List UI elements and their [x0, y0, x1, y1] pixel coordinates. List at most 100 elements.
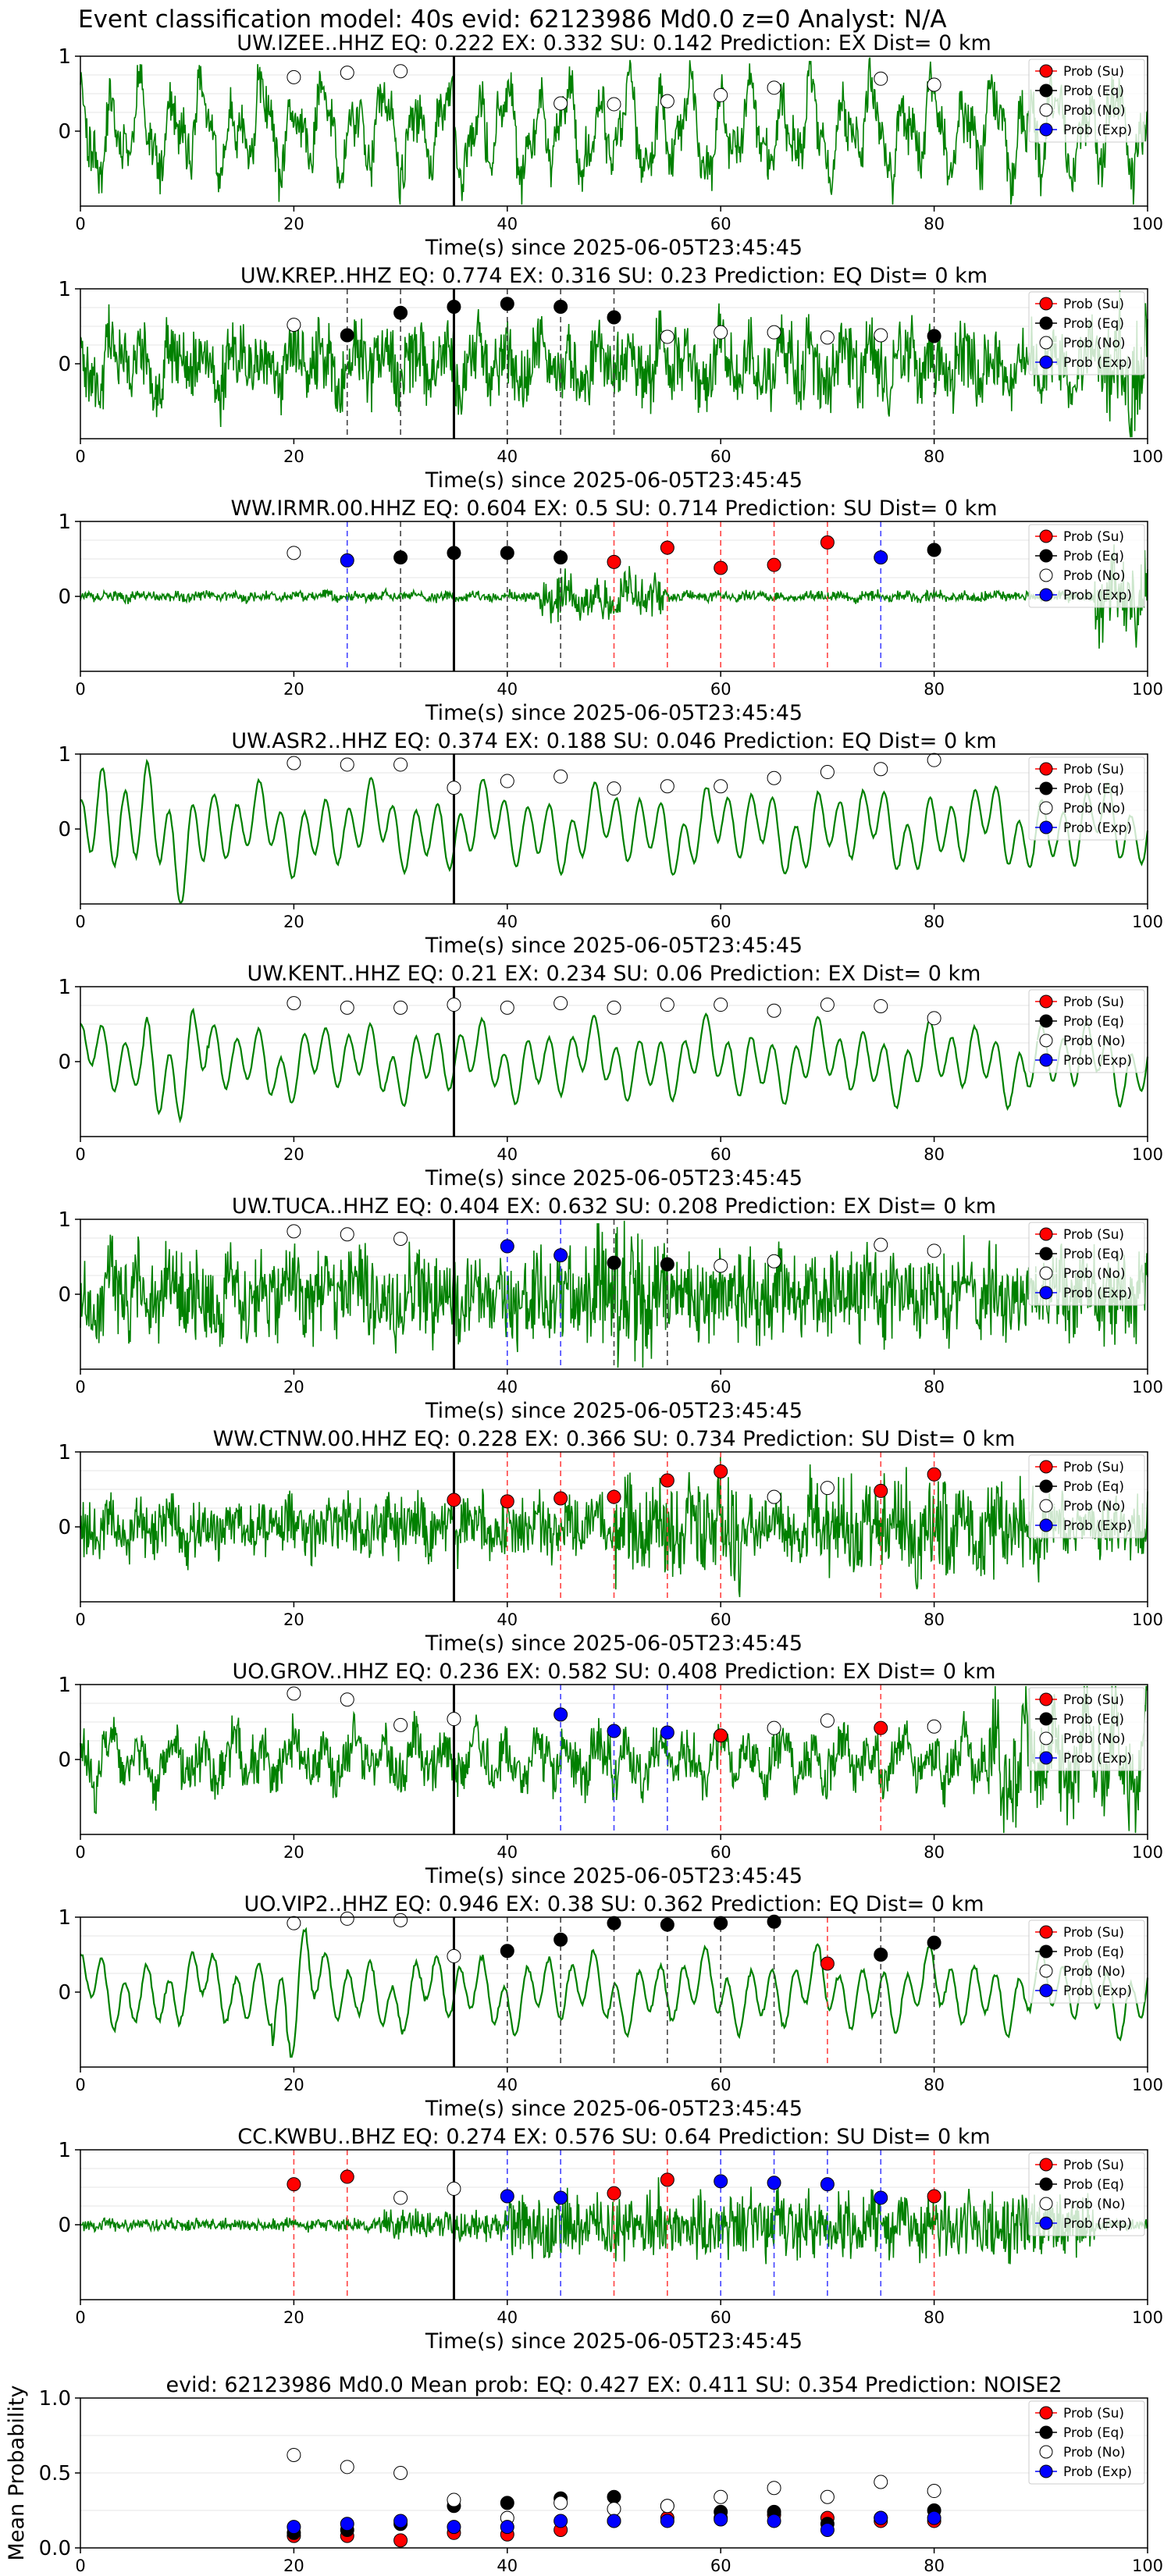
legend-marker	[1039, 1925, 1053, 1939]
x-tick-label: 20	[283, 1378, 304, 1397]
legend-label: Prob (Su)	[1063, 1460, 1124, 1475]
prob-marker-no	[714, 325, 728, 340]
figure-title: Event classification model: 40s evid: 62…	[78, 5, 947, 34]
prob-marker-no	[927, 77, 941, 92]
x-tick-label: 60	[710, 2556, 731, 2575]
prob-marker-no	[767, 1489, 781, 1504]
prob-marker-su	[447, 1493, 461, 1507]
prob-marker-eq	[660, 1917, 674, 1932]
waveform-trace	[80, 1007, 1149, 1124]
prob-marker-su	[927, 2189, 941, 2204]
y-tick-label: 0	[58, 1051, 71, 1074]
legend-box	[1028, 291, 1145, 375]
mean-prob-point-exp	[927, 2510, 941, 2525]
mean-prob-point-exp	[660, 2514, 674, 2528]
x-tick-label: 60	[710, 680, 731, 699]
legend-marker	[1039, 103, 1053, 117]
prob-marker-no	[927, 1244, 941, 1258]
x-tick-label: 0	[75, 1610, 85, 1629]
station-panel: WW.CTNW.00.HHZ EQ: 0.228 EX: 0.366 SU: 0…	[58, 1427, 1163, 1656]
x-tick-label: 40	[497, 680, 518, 699]
legend-marker	[1039, 1751, 1053, 1765]
prob-marker-exp	[660, 1725, 674, 1740]
y-tick-label: 0.5	[39, 2462, 71, 2485]
station-panel: UW.IZEE..HHZ EQ: 0.222 EX: 0.332 SU: 0.1…	[58, 31, 1163, 260]
prob-marker-no	[447, 781, 461, 795]
station-panel: UW.KENT..HHZ EQ: 0.21 EX: 0.234 SU: 0.06…	[58, 962, 1163, 1190]
legend-label: Prob (Su)	[1063, 2406, 1124, 2421]
y-tick-label: 1	[58, 511, 71, 534]
prob-marker-eq	[500, 297, 514, 311]
prob-marker-no	[287, 996, 301, 1011]
prob-marker-su	[553, 1491, 568, 1506]
prob-marker-eq	[714, 1916, 728, 1930]
prob-marker-no	[927, 1719, 941, 1734]
mean-prob-point-exp	[340, 2517, 354, 2532]
legend-marker	[1039, 1731, 1053, 1745]
legend-box	[1028, 756, 1145, 841]
summary-panel: evid: 62123986 Md0.0 Mean prob: EQ: 0.42…	[5, 2373, 1163, 2575]
x-tick-label: 0	[75, 215, 85, 233]
prob-marker-exp	[553, 1248, 568, 1263]
legend-marker	[1039, 1944, 1053, 1959]
prob-marker-exp	[500, 2189, 514, 2204]
prob-marker-no	[874, 71, 888, 86]
legend-marker	[1039, 64, 1053, 78]
prob-marker-no	[660, 329, 674, 344]
x-tick-label: 0	[75, 680, 85, 699]
x-tick-label: 40	[497, 2308, 518, 2327]
legend-label: Prob (Eq)	[1063, 2177, 1124, 2193]
mean-prob-point-no	[714, 2489, 728, 2504]
x-tick-label: 60	[710, 1145, 731, 1164]
prob-marker-no	[393, 1231, 408, 1246]
prob-marker-no	[874, 762, 888, 777]
prob-marker-exp	[874, 2190, 888, 2205]
prob-marker-su	[607, 554, 621, 569]
x-tick-label: 0	[75, 2308, 85, 2327]
legend-label: Prob (No)	[1063, 568, 1126, 584]
mean-prob-point-exp	[767, 2514, 781, 2528]
legend-box	[1028, 59, 1145, 143]
prob-marker-exp	[607, 1724, 621, 1738]
x-tick-label: 100	[1132, 447, 1163, 466]
station-panel: UW.KREP..HHZ EQ: 0.774 EX: 0.316 SU: 0.2…	[58, 264, 1163, 493]
mean-prob-point-exp	[714, 2512, 728, 2527]
mean-prob-point-exp	[820, 2522, 835, 2537]
legend-label: Prob (Exp)	[1063, 820, 1132, 836]
legend-marker	[1039, 1053, 1053, 1067]
x-tick-label: 20	[283, 447, 304, 466]
legend-marker	[1039, 1266, 1053, 1280]
y-tick-label: 1	[58, 1441, 71, 1464]
x-tick-label: 80	[924, 447, 945, 466]
y-tick-label: 1	[58, 278, 71, 301]
prob-marker-no	[393, 1717, 408, 1732]
prob-marker-no	[340, 1692, 354, 1707]
x-tick-label: 80	[924, 1843, 945, 1862]
prob-marker-no	[714, 998, 728, 1012]
waveform-trace	[80, 758, 1149, 904]
mean-prob-point-no	[874, 2475, 888, 2489]
prob-marker-su	[660, 1473, 674, 1488]
prob-marker-eq	[393, 550, 408, 565]
legend-box	[1028, 1920, 1145, 2004]
legend-label: Prob (Eq)	[1063, 549, 1124, 564]
legend-label: Prob (No)	[1063, 1034, 1126, 1049]
legend-label: Prob (Eq)	[1063, 84, 1124, 99]
mean-prob-point-no	[340, 2460, 354, 2475]
x-tick-label: 80	[924, 1145, 945, 1164]
panel-title: UW.TUCA..HHZ EQ: 0.404 EX: 0.632 SU: 0.2…	[232, 1194, 996, 1219]
waveform-trace	[80, 2177, 1148, 2265]
legend-marker	[1039, 2464, 1053, 2478]
x-axis-label: Time(s) since 2025-06-05T23:45:45	[425, 2097, 803, 2121]
y-axis-label: Mean Probability	[5, 2386, 29, 2561]
prob-marker-no	[767, 1254, 781, 1268]
legend-label: Prob (Su)	[1063, 1227, 1124, 1243]
prob-marker-no	[500, 774, 514, 788]
prob-marker-no	[287, 756, 301, 770]
prob-marker-no	[393, 1912, 408, 1927]
legend-box	[1028, 2400, 1145, 2485]
waveform-trace	[80, 1685, 1148, 1834]
x-axis-label: Time(s) since 2025-06-05T23:45:45	[425, 934, 803, 958]
waveform-trace	[80, 57, 1148, 205]
prob-marker-no	[287, 1686, 301, 1701]
